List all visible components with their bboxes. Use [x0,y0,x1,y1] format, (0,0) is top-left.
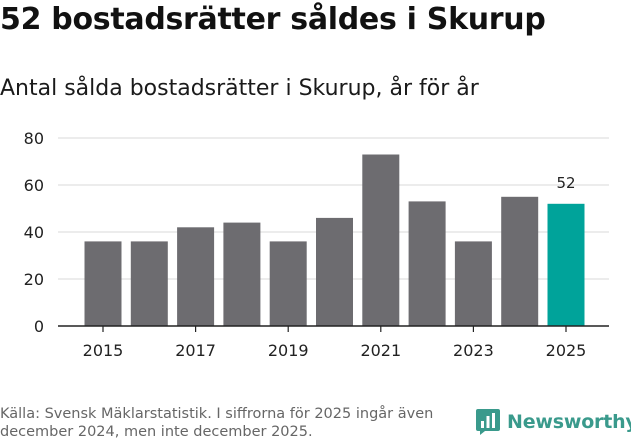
bar-2023 [454,241,492,326]
bar-2016 [130,241,168,326]
source-note: Källa: Svensk Mäklarstatistik. I siffror… [0,406,434,440]
labels: 0 20 40 60 80 2015 2017 2019 2021 2023 2025 52 [24,129,587,360]
bar-2020 [316,217,353,326]
y-tick-label: 20 [24,270,44,289]
data-label-2025: 52 [556,174,575,192]
x-tick-label: 2015 [83,341,124,360]
newsworthy-brand[interactable]: Newsworthy [475,408,631,436]
y-tick-label: 0 [34,317,44,336]
bar-2024 [501,196,539,327]
newsworthy-brand-name: Newsworthy [507,411,631,433]
y-tick-label: 40 [24,223,44,242]
x-tick-label: 2025 [546,341,587,360]
bar-2019 [269,241,307,326]
bar-2018 [223,222,261,326]
bar-2015 [84,241,122,326]
bar-2022 [408,201,446,326]
y-tick-label: 80 [24,129,44,148]
axes [58,325,609,332]
x-tick-label: 2017 [175,341,216,360]
newsworthy-logo-icon [476,409,500,435]
x-tick-label: 2023 [453,341,494,360]
y-tick-label: 60 [24,176,44,195]
bar-2017 [177,227,215,326]
x-tick-label: 2019 [268,341,309,360]
bars [84,154,585,327]
x-tick-label: 2021 [360,341,401,360]
bar-2021 [362,154,400,326]
chart-subtitle: Antal sålda bostadsrätter i Skurup, år f… [0,76,479,101]
chart-title: 52 bostadsrätter såldes i Skurup [0,2,546,37]
bar-chart: 0 20 40 60 80 2015 2017 2019 2021 2023 2025 52 [24,129,609,360]
bar-2025 [547,203,585,326]
